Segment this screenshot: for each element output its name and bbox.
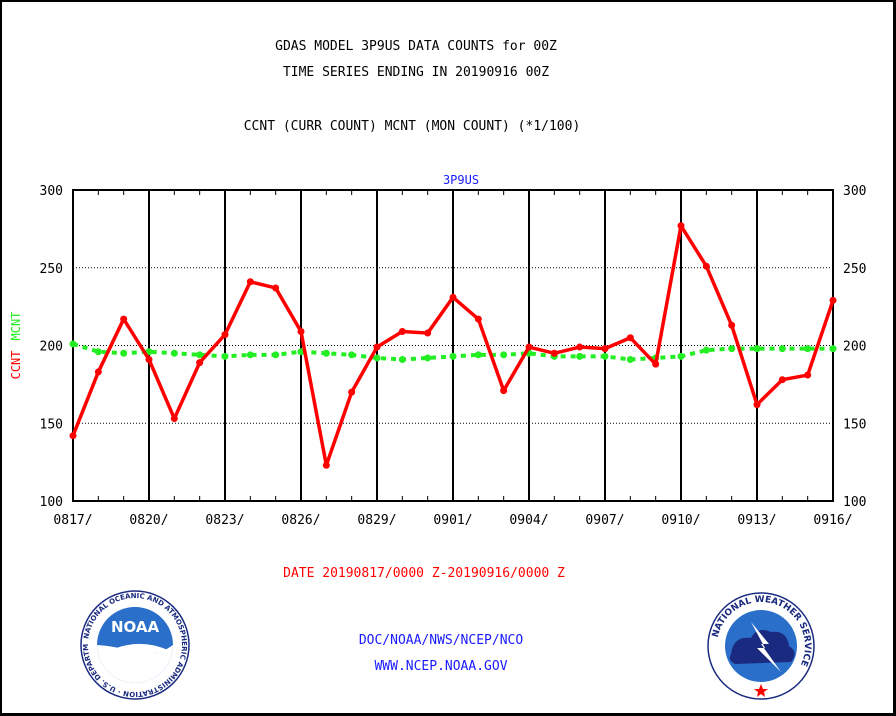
x-tick-label: 0907/ [585,513,624,528]
y-tick-label-left: 250 [40,262,63,277]
ccnt-point [398,328,406,336]
frame-top [0,0,896,2]
mcnt-point [753,345,761,353]
y-tick-label-right: 150 [843,417,866,432]
ccnt-point [804,371,812,379]
mcnt-point [576,352,584,360]
y-tick-label-left: 100 [40,495,63,510]
ccnt-point [829,296,837,304]
x-tick-label: 0901/ [433,513,472,528]
mcnt-point [94,348,102,356]
y-axis-label-mcnt: MCNT [9,312,23,341]
mcnt-point [702,346,710,354]
x-tick-label: 0910/ [661,513,700,528]
y-tick-label-left: 150 [40,417,63,432]
x-tick-label: 0829/ [357,513,396,528]
mcnt-point [728,345,736,353]
mcnt-point [626,355,634,363]
mcnt-point [120,349,128,357]
mcnt-point [601,352,609,360]
ccnt-point [626,334,634,342]
ccnt-point [170,415,178,423]
ccnt-point [550,349,558,357]
x-tick-label: 0826/ [281,513,320,528]
mcnt-point [424,354,432,362]
mcnt-point [829,345,837,353]
y-tick-label-right: 300 [843,184,866,199]
x-tick-label: 0913/ [737,513,776,528]
ccnt-point [196,359,204,367]
ccnt-point [272,284,280,292]
mcnt-point [398,355,406,363]
mcnt-point [322,349,330,357]
frame-left [0,0,2,716]
ccnt-point [94,368,102,376]
mcnt-point [677,352,685,360]
mcnt-point [246,351,254,359]
ccnt-point [702,262,710,270]
mcnt-point [474,351,482,359]
mcnt-point [348,351,356,359]
y-axis-label: CCNT MCNT [9,312,23,380]
header-line-3: CCNT (CURR COUNT) MCNT (MON COUNT) (*1/1… [243,119,581,134]
x-tick-label: 0823/ [205,513,244,528]
ccnt-point [500,387,508,395]
header-line-1: GDAS MODEL 3P9US DATA COUNTS for 00Z [275,39,557,54]
nws-logo: NATIONAL WEATHER SERVICE [707,592,815,700]
ccnt-point [145,355,153,363]
x-tick-label: 0820/ [129,513,168,528]
y-tick-label-right: 100 [843,495,866,510]
website-link[interactable]: WWW.NCEP.NOAA.GOV [374,659,508,674]
mcnt-point [500,351,508,359]
ccnt-point [373,343,381,351]
mcnt-point [170,349,178,357]
y-tick-label-right: 250 [843,262,866,277]
ccnt-point [576,343,584,351]
ccnt-point [601,345,609,353]
mcnt-point [778,345,786,353]
ccnt-point [297,328,305,336]
ccnt-point [525,343,533,351]
ccnt-point [652,360,660,368]
ccnt-point [449,293,457,301]
mcnt-point [449,352,457,360]
noaa-logo: NATIONAL OCEANIC AND ATMOSPHERIC ADMINIS… [80,590,190,700]
y-axis-label-ccnt: CCNT [9,351,23,380]
ccnt-point [677,222,685,230]
y-tick-label-left: 300 [40,184,63,199]
date-range: DATE 20190817/0000 Z-20190916/0000 Z [283,566,565,581]
ccnt-point [322,461,330,469]
ccnt-point [120,315,128,323]
mcnt-point [69,340,77,348]
y-tick-label-left: 200 [40,340,63,355]
ccnt-point [728,321,736,329]
ccnt-point [69,432,77,440]
mcnt-point [196,351,204,359]
svg-text:NOAA: NOAA [111,618,160,636]
ccnt-point [753,401,761,409]
chart-title: 3P9US [443,173,479,187]
x-tick-label: 0904/ [509,513,548,528]
header-line-2: TIME SERIES ENDING IN 20190916 00Z [282,65,550,80]
ccnt-point [424,329,432,337]
frame-bottom [0,713,896,716]
ccnt-point [221,331,229,339]
x-tick-label: 0916/ [813,513,852,528]
x-tick-label: 0817/ [53,513,92,528]
y-tick-label-right: 200 [843,340,866,355]
ccnt-point [778,376,786,384]
mcnt-point [221,352,229,360]
org-path-link[interactable]: DOC/NOAA/NWS/NCEP/NCO [358,633,524,648]
ccnt-point [474,315,482,323]
ccnt-point [246,278,254,286]
frame-right [893,0,896,716]
ccnt-point [348,388,356,396]
mcnt-point [272,351,280,359]
mcnt-point [804,345,812,353]
mcnt-point [373,354,381,362]
